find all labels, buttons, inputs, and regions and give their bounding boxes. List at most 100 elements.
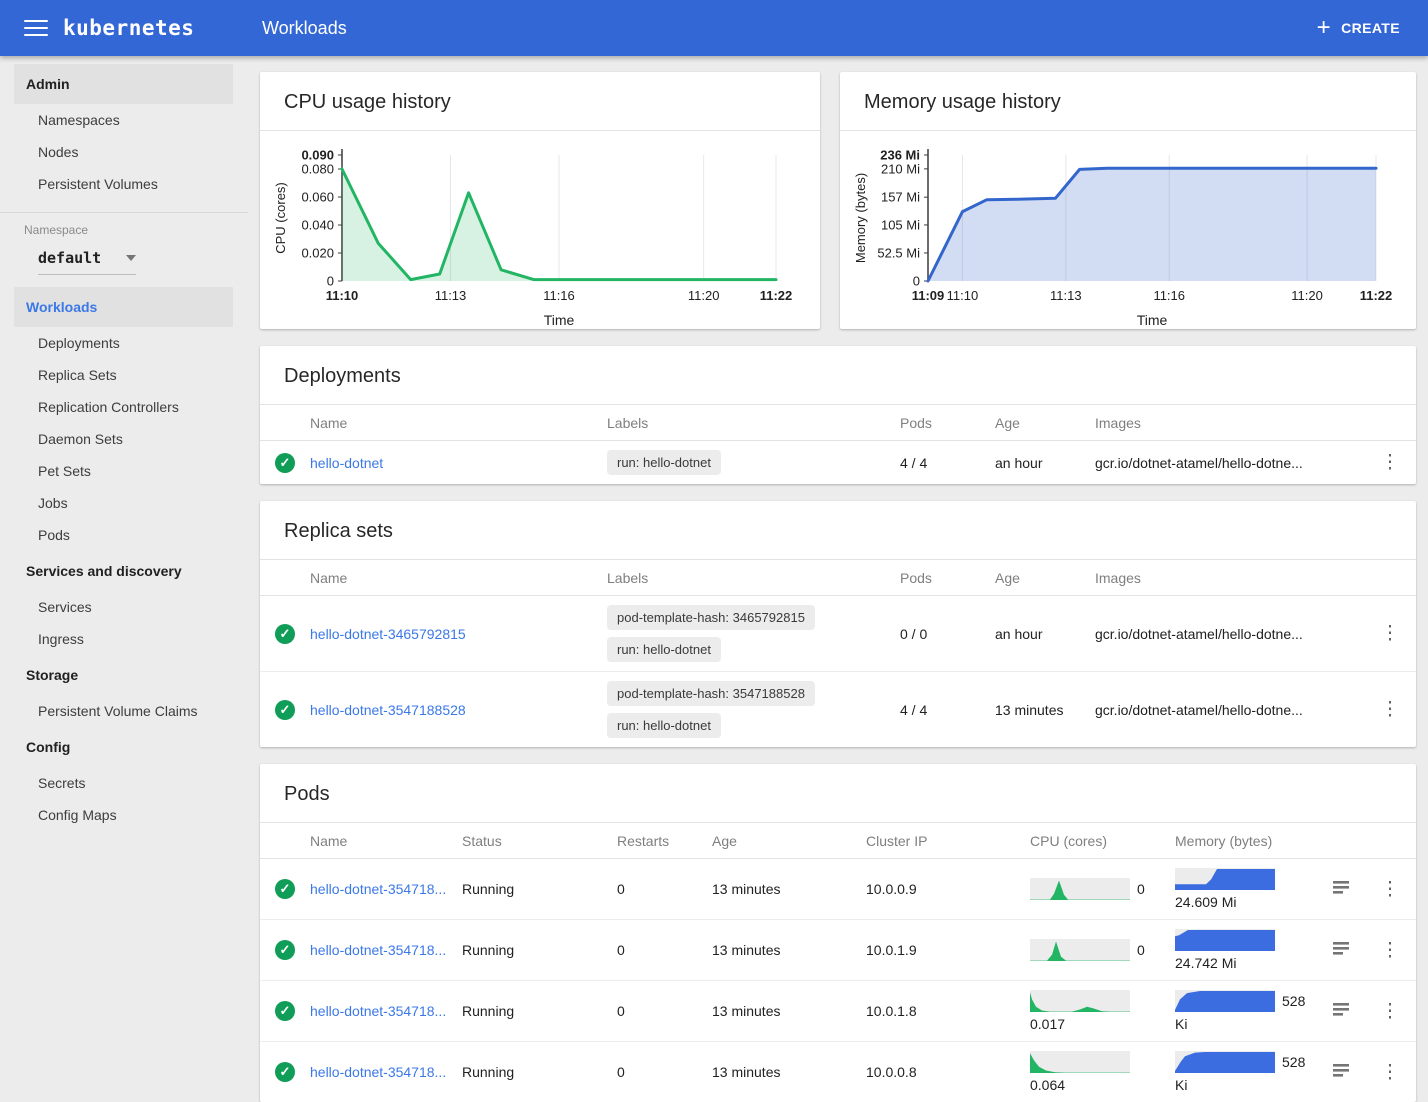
cpu-sparkline-value: 0 xyxy=(1137,881,1145,897)
namespace-select-value: default xyxy=(38,249,102,267)
cpu-sparkline xyxy=(1030,990,1130,1012)
svg-text:11:09: 11:09 xyxy=(912,288,945,303)
sidebar-section-config[interactable]: Config xyxy=(26,739,71,755)
plus-icon: + xyxy=(1316,14,1332,41)
pods-table: Name Status Restarts Age Cluster IP CPU (core… xyxy=(260,822,1416,1102)
logs-icon[interactable] xyxy=(1333,1003,1351,1016)
sidebar-item-config-maps[interactable]: Config Maps xyxy=(38,807,117,823)
namespace-select[interactable]: default xyxy=(38,249,136,275)
cpu-sparkline-value: 0.064 xyxy=(1030,1077,1066,1093)
sidebar-item-persistent-volume-claims[interactable]: Persistent Volume Claims xyxy=(38,703,198,719)
sidebar-item-ingress[interactable]: Ingress xyxy=(38,631,84,647)
status-ok-icon: ✓ xyxy=(275,623,295,644)
memory-sparkline-value: Ki xyxy=(1175,1016,1188,1032)
svg-text:11:16: 11:16 xyxy=(543,288,575,303)
svg-text:157 Mi: 157 Mi xyxy=(881,190,920,205)
svg-text:0: 0 xyxy=(913,274,920,289)
create-button[interactable]: + CREATE xyxy=(1316,14,1400,41)
pod-name-link[interactable]: hello-dotnet-354718... xyxy=(310,1064,447,1080)
pod-name-link[interactable]: hello-dotnet-354718... xyxy=(310,942,447,958)
resource-name-link[interactable]: hello-dotnet xyxy=(310,454,384,471)
logs-icon[interactable] xyxy=(1333,881,1351,894)
logs-icon[interactable] xyxy=(1333,942,1351,955)
sidebar-item-daemon-sets[interactable]: Daemon Sets xyxy=(38,431,123,447)
deployments-table: Name Labels Pods Age Images ✓ hello-dotnet run:… xyxy=(260,404,1416,484)
sidebar-item-jobs[interactable]: Jobs xyxy=(38,495,68,511)
svg-text:11:22: 11:22 xyxy=(760,288,793,303)
label-chip: run: hello-dotnet xyxy=(607,713,721,738)
svg-text:0.040: 0.040 xyxy=(301,218,334,233)
pods-card: Pods Name Status Restarts Age Cluster IP CPU … xyxy=(260,764,1416,1102)
table-row: ✓ hello-dotnet-354718... Running 0 13 minute… xyxy=(260,1042,1416,1102)
memory-sparkline-value: Ki xyxy=(1175,1077,1188,1093)
row-menu-icon[interactable]: ⋮ xyxy=(1380,1000,1400,1022)
memory-chart-title: Memory usage history xyxy=(840,72,1416,131)
memory-sparkline-value: 528 xyxy=(1282,993,1306,1009)
svg-text:11:16: 11:16 xyxy=(1153,288,1185,303)
app-logo: kubernetes xyxy=(63,16,195,40)
cpu-sparkline-value: 0.017 xyxy=(1030,1016,1066,1032)
status-ok-icon: ✓ xyxy=(275,940,295,960)
svg-text:Time: Time xyxy=(1137,312,1168,328)
sidebar-item-pet-sets[interactable]: Pet Sets xyxy=(38,463,91,479)
app-bar: kubernetes Workloads + CREATE xyxy=(0,0,1428,56)
svg-text:52.5 Mi: 52.5 Mi xyxy=(877,245,920,260)
table-header-row: Name Labels Pods Age Images xyxy=(260,404,1416,441)
status-ok-icon: ✓ xyxy=(275,1062,295,1082)
sidebar: Admin Namespaces Nodes Persistent Volumes Na… xyxy=(0,56,248,1018)
deployments-card: Deployments Name Labels Pods Age Images ✓ hell… xyxy=(260,346,1416,484)
table-row: ✓ hello-dotnet-354718... Running 0 13 minute… xyxy=(260,859,1416,920)
menu-icon[interactable] xyxy=(24,15,48,41)
sidebar-item-namespaces[interactable]: Namespaces xyxy=(38,112,120,128)
pod-name-link[interactable]: hello-dotnet-354718... xyxy=(310,1003,447,1019)
svg-text:11:10: 11:10 xyxy=(326,288,359,303)
resource-name-link[interactable]: hello-dotnet-3465792815 xyxy=(310,625,466,642)
sidebar-section-workloads[interactable]: Workloads xyxy=(14,287,233,327)
sidebar-item-secrets[interactable]: Secrets xyxy=(38,775,86,791)
row-menu-icon[interactable]: ⋮ xyxy=(1380,878,1400,900)
table-header-row: Name Status Restarts Age Cluster IP CPU (core… xyxy=(260,822,1416,859)
sidebar-item-replication-controllers[interactable]: Replication Controllers xyxy=(38,399,179,415)
svg-text:11:13: 11:13 xyxy=(435,288,467,303)
sidebar-section-storage[interactable]: Storage xyxy=(26,667,79,683)
sidebar-item-persistent-volumes[interactable]: Persistent Volumes xyxy=(38,176,158,192)
row-menu-icon[interactable]: ⋮ xyxy=(1380,452,1400,473)
sidebar-item-replica-sets[interactable]: Replica Sets xyxy=(38,367,117,383)
create-button-label: CREATE xyxy=(1341,20,1400,36)
status-ok-icon: ✓ xyxy=(275,452,295,473)
label-chip: run: hello-dotnet xyxy=(607,637,721,662)
sidebar-item-services[interactable]: Services xyxy=(38,599,92,615)
row-menu-icon[interactable]: ⋮ xyxy=(1380,699,1400,720)
svg-text:11:22: 11:22 xyxy=(1360,288,1393,303)
sidebar-section-services-and-discovery[interactable]: Services and discovery xyxy=(26,563,182,579)
status-ok-icon: ✓ xyxy=(275,699,295,720)
memory-sparkline xyxy=(1175,868,1275,890)
row-menu-icon[interactable]: ⋮ xyxy=(1380,939,1400,961)
sidebar-item-nodes[interactable]: Nodes xyxy=(38,144,79,160)
memory-sparkline xyxy=(1175,929,1275,951)
cpu-sparkline xyxy=(1030,1051,1130,1073)
cpu-usage-card: CPU usage history 0 0.020 0.040 0.060 0.080 0… xyxy=(260,72,820,329)
pods-title: Pods xyxy=(284,783,330,805)
sidebar-section-admin[interactable]: Admin xyxy=(14,64,233,104)
sidebar-item-pods[interactable]: Pods xyxy=(38,527,70,543)
table-row: ✓ hello-dotnet-354718... Running 0 13 minute… xyxy=(260,920,1416,981)
svg-text:11:20: 11:20 xyxy=(688,288,720,303)
cpu-chart-title: CPU usage history xyxy=(260,72,820,131)
sidebar-item-deployments[interactable]: Deployments xyxy=(38,335,120,351)
svg-text:11:10: 11:10 xyxy=(947,288,979,303)
logs-icon[interactable] xyxy=(1333,1064,1351,1077)
resource-name-link[interactable]: hello-dotnet-3547188528 xyxy=(310,701,466,718)
deployments-title: Deployments xyxy=(284,365,401,387)
svg-text:0.080: 0.080 xyxy=(301,162,334,177)
row-menu-icon[interactable]: ⋮ xyxy=(1380,623,1400,644)
row-menu-icon[interactable]: ⋮ xyxy=(1380,1061,1400,1083)
namespace-caption: Namespace xyxy=(24,223,89,237)
pod-name-link[interactable]: hello-dotnet-354718... xyxy=(310,881,447,897)
table-row: ✓ hello-dotnet-354718... Running 0 13 minute… xyxy=(260,981,1416,1042)
pod-status: Running xyxy=(462,942,515,958)
svg-text:236 Mi: 236 Mi xyxy=(880,148,920,163)
svg-text:0.020: 0.020 xyxy=(301,246,334,261)
cpu-sparkline xyxy=(1030,939,1130,961)
svg-text:105 Mi: 105 Mi xyxy=(881,217,920,232)
